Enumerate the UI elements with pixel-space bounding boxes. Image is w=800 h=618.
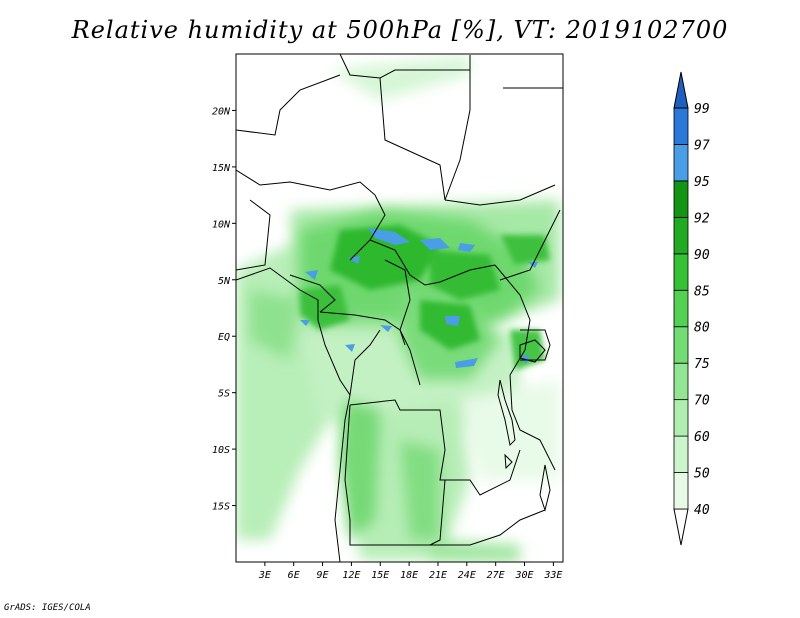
colorbar-segment	[673, 180, 689, 218]
colorbar-segment	[673, 326, 689, 364]
colorbar-segment	[673, 399, 689, 437]
colorbar-segment	[673, 144, 689, 182]
lon-tick-label: 24E	[458, 570, 476, 581]
latitude-axis: 20N 15N 10N 5N EQ 5S 10S 15S	[212, 106, 236, 513]
colorbar-label: 50	[694, 467, 710, 482]
colorbar-label: 95	[694, 175, 710, 190]
lat-tick-label: 20N	[212, 106, 231, 117]
lon-tick-label: 27E	[487, 570, 505, 581]
lat-tick-label: 5S	[218, 389, 230, 400]
lat-tick-label: 15S	[212, 502, 230, 513]
lat-tick-label: 10S	[212, 445, 230, 456]
colorbar-segment	[673, 435, 689, 473]
colorbar-label: 97	[694, 138, 710, 153]
colorbar-label: 40	[694, 503, 710, 518]
lat-tick-label: 5N	[218, 276, 231, 287]
lon-tick-label: 15E	[371, 570, 389, 581]
colorbar-segment	[673, 289, 689, 328]
colorbar-label: 92	[694, 211, 710, 226]
lon-tick-label: 21E	[429, 570, 447, 581]
colorbar-segment	[673, 362, 689, 401]
longitude-axis: 3E 6E 9E 12E 15E 18E 21E 24E 27E 30E 33E	[258, 562, 562, 581]
lon-tick-label: 33E	[543, 570, 562, 581]
lat-tick-label: 15N	[212, 163, 231, 174]
colorbar-label: 75	[694, 357, 710, 372]
colorbar-label: 60	[694, 430, 710, 445]
colorbar-label: 80	[694, 321, 710, 336]
lon-tick-label: 6E	[288, 570, 300, 581]
colorbar-min-arrow	[673, 508, 689, 546]
lon-tick-label: 18E	[400, 570, 418, 581]
colorbar-label: 70	[694, 394, 710, 409]
grads-credit: GrADS: IGES/COLA	[4, 603, 91, 613]
humidity-saturated-patches	[300, 228, 538, 368]
lat-tick-label: EQ	[218, 332, 230, 343]
colorbar-max-arrow	[673, 71, 689, 109]
country-borders	[236, 54, 563, 562]
colorbar-label: 90	[694, 248, 710, 263]
colorbar: 40 50 60 70 75 80 85 90 92 95 97 99	[673, 71, 710, 546]
lon-tick-label: 12E	[342, 570, 360, 581]
colorbar-segment	[673, 253, 689, 291]
colorbar-label: 85	[694, 284, 710, 299]
lon-tick-label: 30E	[514, 570, 533, 581]
humidity-field	[236, 54, 563, 562]
colorbar-segment	[673, 216, 689, 255]
map-frame	[235, 53, 564, 563]
lon-tick-label: 3E	[258, 570, 271, 581]
colorbar-segment	[673, 107, 689, 145]
lon-tick-label: 9E	[317, 570, 329, 581]
colorbar-segment	[673, 472, 689, 510]
colorbar-label: 99	[694, 102, 710, 117]
lat-tick-label: 10N	[212, 219, 231, 230]
map-title: Relative humidity at 500hPa [%], VT: 201…	[71, 16, 729, 44]
